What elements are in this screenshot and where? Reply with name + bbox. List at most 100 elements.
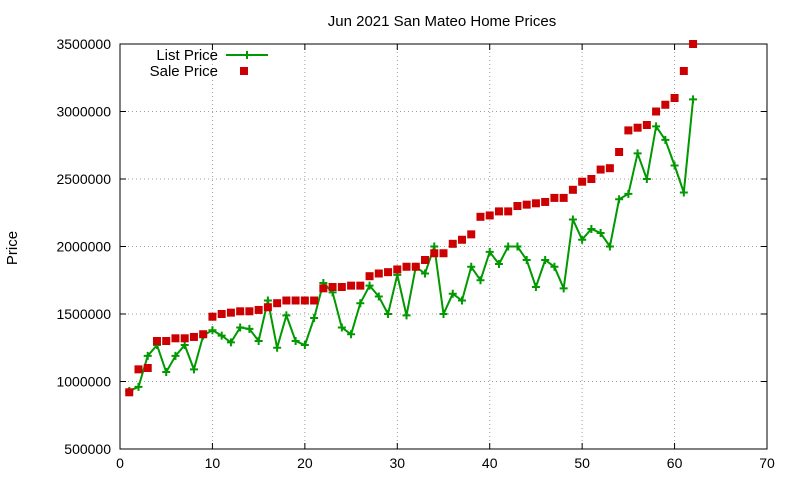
list-price-point <box>134 382 143 391</box>
sale-price-point <box>393 265 402 274</box>
plot-frame <box>119 43 768 450</box>
list-price-point <box>661 135 670 144</box>
sale-price-point <box>411 262 420 271</box>
sale-price-point <box>254 305 263 314</box>
y-tick-label: 2500000 <box>56 171 111 187</box>
sale-price-point <box>402 262 411 271</box>
sale-price-point <box>661 100 670 109</box>
y-tick-label: 1000000 <box>56 374 111 390</box>
list-price-point <box>143 351 152 360</box>
legend-sale-price-marker <box>240 67 248 75</box>
list-price-point <box>559 284 568 293</box>
sale-price-point <box>642 121 651 129</box>
y-tick-label: 3000000 <box>56 104 111 120</box>
x-tick-label: 70 <box>759 455 775 471</box>
sale-price-point <box>467 230 476 239</box>
sale-price-point <box>448 239 457 248</box>
sale-price-point <box>457 235 466 244</box>
list-price-point <box>374 292 383 301</box>
y-tick-label: 3500000 <box>56 36 111 52</box>
list-price-point <box>236 323 245 332</box>
list-price-point <box>504 242 513 251</box>
sale-price-point <box>494 207 503 216</box>
list-price-point <box>531 283 540 291</box>
sale-price-point <box>430 249 439 258</box>
list-price-point <box>448 289 457 298</box>
list-price-point <box>550 262 559 271</box>
list-price-point <box>189 365 198 374</box>
legend-label-list-price: List Price <box>156 47 218 64</box>
legend-sample-list-price <box>226 51 268 59</box>
sale-price-point <box>568 185 577 194</box>
sale-price-point <box>365 272 374 281</box>
sale-price-point <box>615 148 624 156</box>
sale-price-point <box>356 281 365 290</box>
list-price-line <box>128 99 695 392</box>
list-price-point <box>587 224 596 233</box>
sale-price-point <box>263 303 272 312</box>
sale-price-point <box>541 197 550 206</box>
list-price-point <box>615 195 624 204</box>
list-price-point <box>439 310 448 318</box>
sale-price-point <box>125 388 134 397</box>
list-price-point <box>162 368 171 377</box>
sale-price-point <box>504 207 513 216</box>
sale-price-point <box>347 281 356 290</box>
sale-price-point <box>143 364 152 372</box>
sale-price-point <box>587 175 596 183</box>
list-price-point <box>356 299 365 308</box>
list-price-point <box>679 188 688 197</box>
list-price-point <box>291 337 300 345</box>
sale-price-point <box>374 269 383 278</box>
list-price-point <box>513 242 522 251</box>
list-price-point <box>282 311 291 320</box>
x-tick-label: 0 <box>116 455 124 471</box>
y-tick-label: 2000000 <box>56 239 111 255</box>
list-price-point <box>485 247 494 256</box>
sale-price-point <box>226 308 235 317</box>
y-axis-label: Price <box>4 231 21 265</box>
data-layer <box>125 40 698 397</box>
list-price-point <box>226 338 235 347</box>
x-tick-label: 50 <box>574 455 590 471</box>
list-price-point <box>522 256 531 264</box>
list-price-point <box>421 269 430 278</box>
sale-price-point <box>531 199 540 208</box>
sale-price-point <box>199 330 208 339</box>
sale-price-point <box>319 284 328 293</box>
list-price-point <box>467 262 476 271</box>
sale-price-point <box>310 296 319 305</box>
sale-price-point <box>328 283 337 291</box>
legend-list-price-marker <box>243 51 251 59</box>
list-price-point <box>273 343 282 352</box>
list-price-point <box>245 324 254 333</box>
list-price-point <box>180 341 189 350</box>
list-price-point <box>300 341 309 350</box>
sale-price-point <box>384 268 393 277</box>
sale-price-point <box>189 332 198 341</box>
list-price-point <box>402 311 411 320</box>
sale-price-point <box>578 177 587 186</box>
list-price-point <box>337 323 346 332</box>
x-tick-label: 20 <box>297 455 313 471</box>
list-price-point <box>670 161 679 170</box>
sale-price-point <box>670 94 679 102</box>
sale-price-point <box>624 126 633 135</box>
list-price-point <box>633 149 642 158</box>
sale-price-point <box>439 249 448 258</box>
sale-price-point <box>208 312 217 321</box>
sale-price-point <box>180 334 189 343</box>
sale-price-point <box>282 296 291 305</box>
sale-price-point <box>652 107 661 116</box>
sale-price-point <box>245 307 254 316</box>
legend-sample-sale-price <box>240 67 248 75</box>
sale-price-point <box>337 283 346 291</box>
sale-price-point <box>476 212 485 221</box>
sale-price-point <box>605 164 614 173</box>
list-price-point <box>642 175 651 183</box>
sale-price-point <box>485 211 494 220</box>
sale-price-point <box>162 337 171 345</box>
sale-price-point <box>300 296 309 305</box>
sale-price-point <box>171 334 180 343</box>
list-price-point <box>430 242 439 251</box>
